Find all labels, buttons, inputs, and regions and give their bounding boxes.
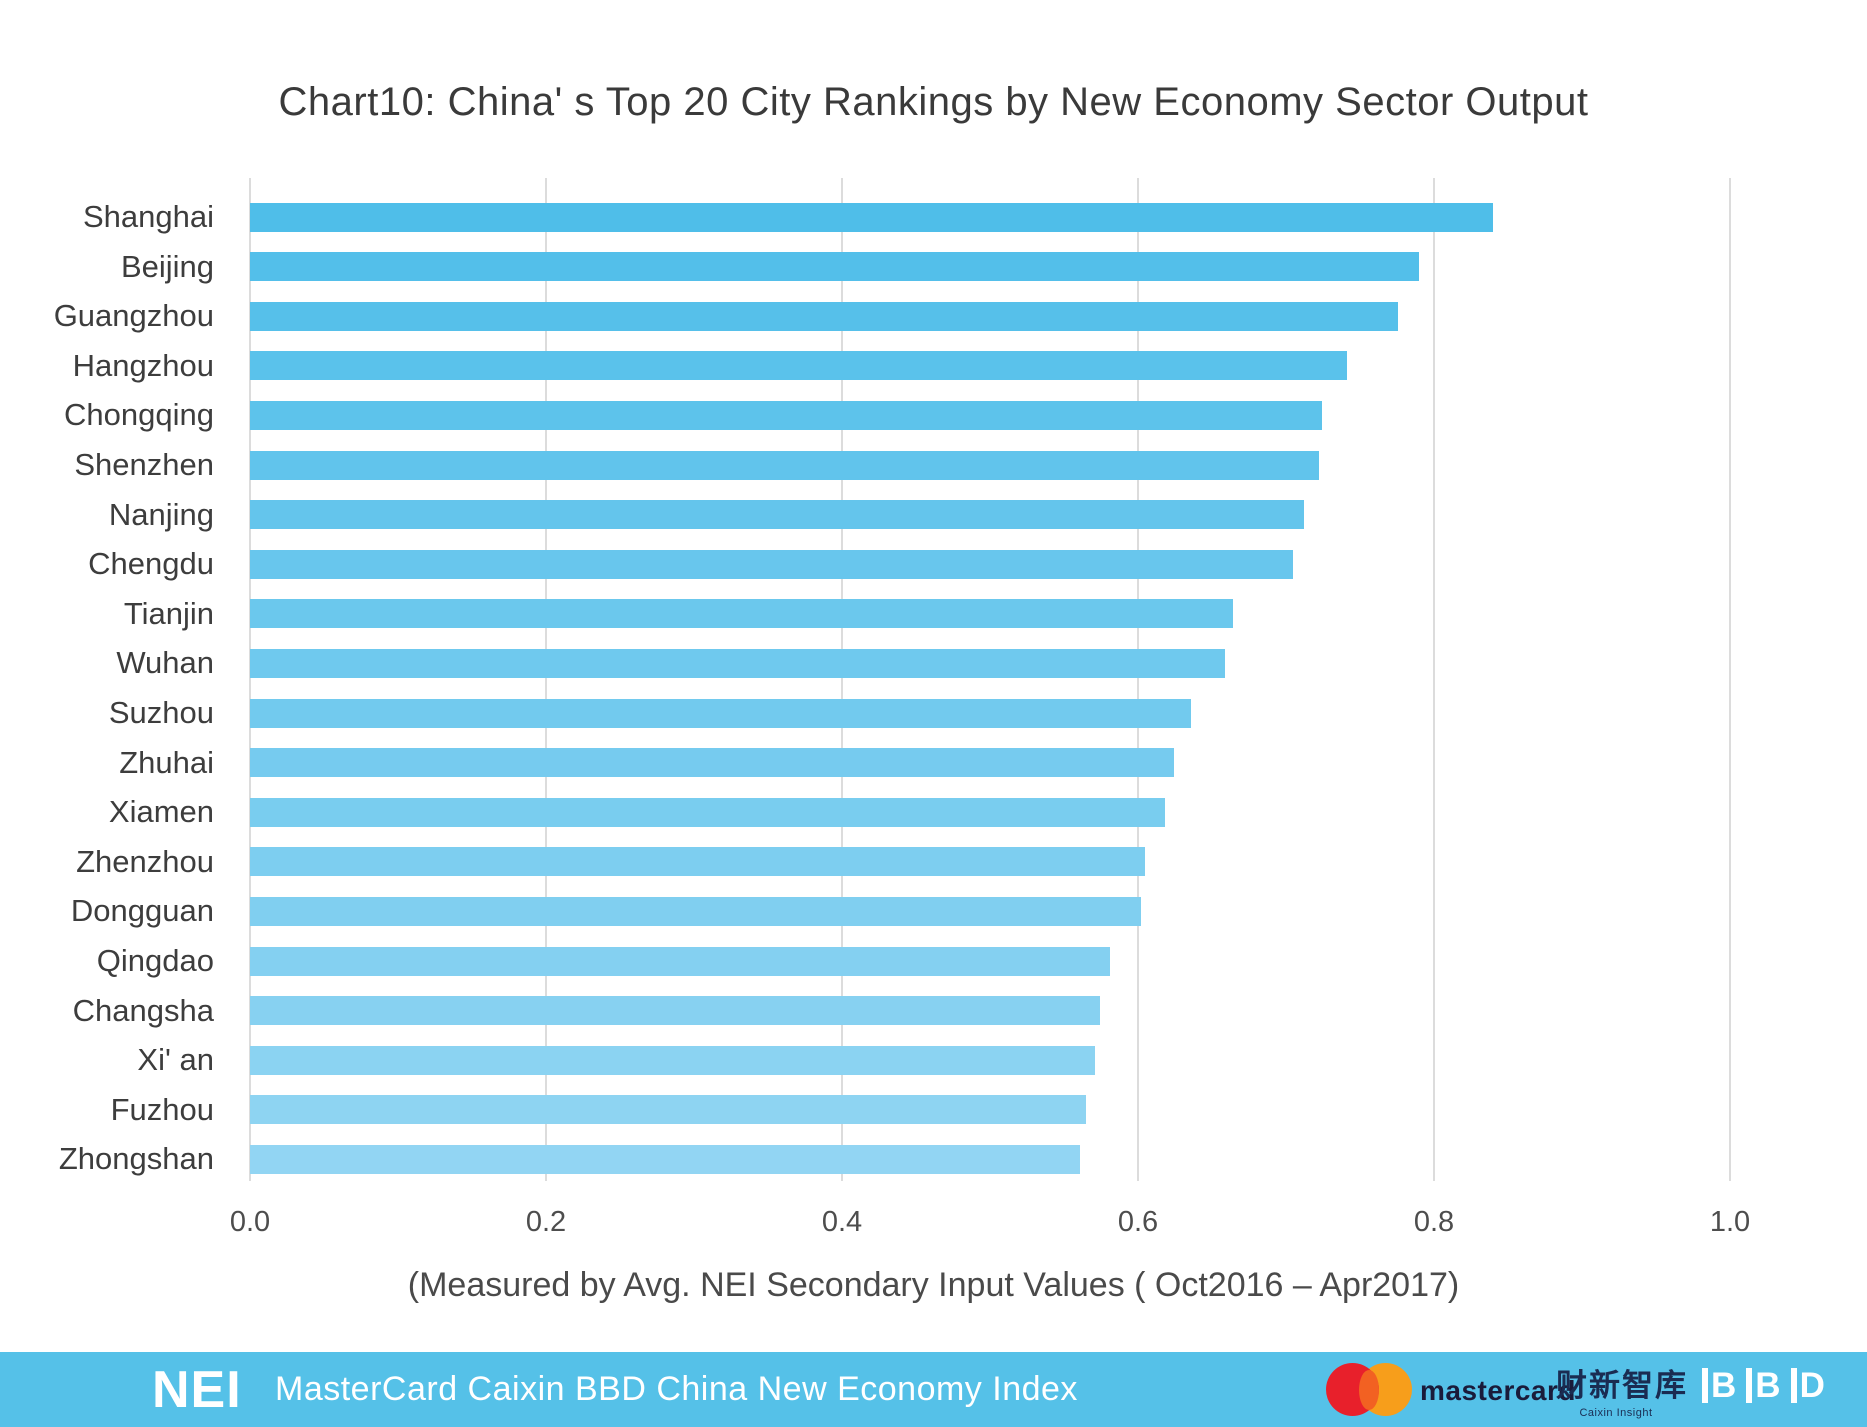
- bar-zhenzhou: [250, 847, 1146, 877]
- category-label: Nanjing: [108, 496, 214, 532]
- plot-area: [249, 178, 1731, 1181]
- bar-fuzhou: [250, 1095, 1087, 1125]
- category-label: Shanghai: [82, 199, 214, 234]
- category-label: Changsha: [72, 992, 214, 1028]
- category-label: Chengdu: [88, 546, 214, 582]
- x-tick-label: 0.2: [525, 1206, 567, 1238]
- mastercard-logo: mastercard: [1326, 1362, 1575, 1418]
- bar-nanjing: [250, 500, 1304, 530]
- bar-hangzhou: [250, 351, 1347, 381]
- category-label: Hangzhou: [72, 347, 214, 383]
- nei-logo: NEI: [152, 1361, 242, 1419]
- mastercard-wordmark: mastercard: [1420, 1375, 1576, 1406]
- bar-changsha: [250, 996, 1100, 1026]
- bar-xiamen: [250, 797, 1165, 827]
- chart-title: Chart10: China' s Top 20 City Rankings b…: [278, 80, 1589, 124]
- bbd-letter: D: [1790, 1368, 1825, 1403]
- category-label: Dongguan: [70, 893, 214, 929]
- category-label: Beijing: [120, 248, 214, 284]
- bar-dongguan: [250, 896, 1141, 926]
- bar-qingdao: [250, 946, 1110, 976]
- category-label: Xiamen: [108, 794, 214, 830]
- category-label: Guangzhou: [53, 298, 214, 334]
- chart-subtitle: (Measured by Avg. NEI Secondary Input Va…: [407, 1266, 1460, 1304]
- x-tick-label: 1.0: [1709, 1206, 1751, 1238]
- x-axis-ticks: 0.0 0.2 0.4 0.6 0.8 1.0: [0, 1206, 1867, 1246]
- bbd-letter: B: [1746, 1368, 1781, 1403]
- category-label: Fuzhou: [110, 1091, 214, 1127]
- caixin-sub-text: Caixin Insight: [1579, 1407, 1653, 1419]
- gridline: [545, 178, 547, 1181]
- category-label: Suzhou: [108, 695, 214, 730]
- gridline: [1729, 178, 1731, 1181]
- x-tick-label: 0.4: [821, 1206, 863, 1238]
- bar-shanghai: [250, 202, 1494, 232]
- bbd-letter: B: [1702, 1368, 1736, 1403]
- bar-suzhou: [250, 698, 1192, 728]
- gridline: [841, 178, 843, 1181]
- gridline: [1137, 178, 1139, 1181]
- gridline: [249, 178, 251, 1181]
- bar-tianjin: [250, 599, 1233, 629]
- category-label: Xi' an: [137, 1042, 214, 1078]
- bar-chengdu: [250, 549, 1294, 579]
- category-label: Zhuhai: [119, 744, 214, 780]
- bar-shenzhen: [250, 450, 1319, 480]
- bar-xian: [250, 1045, 1096, 1075]
- bar-wuhan: [250, 648, 1226, 678]
- category-label: Zhongshan: [58, 1141, 214, 1177]
- y-axis-labels: Shanghai Beijing Guangzhou Hangzhou Chongqin…: [0, 178, 232, 1181]
- footer-title: MasterCard Caixin BBD China New Economy …: [275, 1370, 1078, 1408]
- category-label: Wuhan: [116, 645, 214, 681]
- caixin-cjk-text: 财新智库: [1556, 1368, 1688, 1403]
- footer-bar: NEI MasterCard Caixin BBD China New Econ…: [0, 1352, 1867, 1427]
- category-label: Zhenzhou: [76, 843, 214, 879]
- bar-zhuhai: [250, 748, 1174, 778]
- category-label: Qingdao: [96, 943, 214, 978]
- x-tick-label: 0.8: [1413, 1206, 1455, 1238]
- bar-zhongshan: [250, 1144, 1081, 1174]
- category-label: Tianjin: [123, 595, 214, 631]
- gridline: [1433, 178, 1435, 1181]
- category-label: Chongqing: [64, 397, 214, 433]
- caixin-insight-logo: 财新智库 Caixin Insight: [1556, 1360, 1688, 1419]
- bar-chongqing: [250, 400, 1322, 430]
- x-tick-label: 0.0: [229, 1206, 271, 1238]
- mastercard-overlap-icon: [1359, 1370, 1379, 1410]
- x-tick-label: 0.6: [1117, 1206, 1159, 1238]
- bar-beijing: [250, 252, 1420, 282]
- mastercard-icon: [1326, 1363, 1412, 1417]
- bar-guangzhou: [250, 301, 1399, 331]
- category-label: Shenzhen: [74, 447, 214, 482]
